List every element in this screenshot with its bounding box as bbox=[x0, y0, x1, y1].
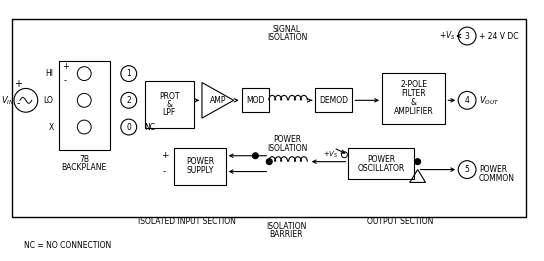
Text: BACKPLANE: BACKPLANE bbox=[61, 163, 107, 172]
Text: DEMOD: DEMOD bbox=[319, 96, 348, 105]
Bar bbox=[348, 148, 413, 180]
Text: -: - bbox=[64, 76, 67, 85]
Circle shape bbox=[266, 159, 272, 165]
Circle shape bbox=[121, 119, 137, 135]
Text: $V_{OUT}$: $V_{OUT}$ bbox=[479, 94, 499, 106]
Text: POWER: POWER bbox=[186, 157, 214, 166]
Text: SUPPLY: SUPPLY bbox=[186, 166, 214, 175]
Circle shape bbox=[252, 153, 258, 159]
Bar bbox=[174, 148, 226, 185]
Text: + 24 V DC: + 24 V DC bbox=[479, 32, 518, 40]
Text: NC = NO CONNECTION: NC = NO CONNECTION bbox=[24, 241, 111, 250]
Bar bbox=[382, 73, 446, 124]
Text: OUTPUT SECTION: OUTPUT SECTION bbox=[367, 217, 433, 226]
Text: &: & bbox=[166, 100, 172, 109]
Text: BARRIER: BARRIER bbox=[269, 230, 303, 239]
Text: +: + bbox=[160, 151, 168, 160]
Text: +: + bbox=[62, 62, 69, 71]
Text: SIGNAL: SIGNAL bbox=[273, 25, 301, 34]
Circle shape bbox=[14, 88, 38, 112]
Text: POWER: POWER bbox=[479, 165, 507, 174]
Bar bbox=[145, 81, 194, 128]
Bar bbox=[59, 61, 110, 150]
Bar bbox=[12, 19, 527, 217]
Text: +: + bbox=[14, 80, 22, 90]
Text: 0: 0 bbox=[126, 122, 131, 132]
Circle shape bbox=[415, 159, 421, 165]
Text: 4: 4 bbox=[465, 96, 469, 105]
Text: -: - bbox=[16, 98, 20, 108]
Text: HI: HI bbox=[46, 69, 53, 78]
Text: ISOLATION: ISOLATION bbox=[267, 33, 307, 43]
Text: $V_{IN}$: $V_{IN}$ bbox=[1, 94, 15, 106]
Text: PROT: PROT bbox=[159, 92, 180, 101]
Circle shape bbox=[77, 67, 91, 81]
Text: -: - bbox=[163, 167, 166, 176]
Text: +$V_S$: +$V_S$ bbox=[323, 150, 338, 160]
Bar bbox=[315, 88, 353, 112]
Text: 3: 3 bbox=[465, 32, 469, 40]
Text: 1: 1 bbox=[126, 69, 131, 78]
Text: AMP: AMP bbox=[209, 96, 226, 105]
Text: MOD: MOD bbox=[246, 96, 264, 105]
Bar bbox=[242, 88, 269, 112]
Circle shape bbox=[342, 152, 348, 158]
Text: POWER: POWER bbox=[273, 135, 301, 144]
Circle shape bbox=[458, 91, 476, 109]
Circle shape bbox=[458, 161, 476, 179]
Text: X: X bbox=[48, 122, 53, 132]
Text: NC: NC bbox=[145, 122, 156, 132]
Text: LO: LO bbox=[44, 96, 53, 105]
Text: +$V_S$: +$V_S$ bbox=[440, 30, 456, 42]
Text: 2: 2 bbox=[126, 96, 131, 105]
Text: 7B: 7B bbox=[79, 155, 89, 164]
Circle shape bbox=[77, 93, 91, 107]
Text: POWER: POWER bbox=[367, 155, 395, 164]
Circle shape bbox=[458, 27, 476, 45]
Text: ISOLATED INPUT SECTION: ISOLATED INPUT SECTION bbox=[138, 217, 236, 226]
Text: LPF: LPF bbox=[163, 108, 176, 117]
Text: OSCILLATOR: OSCILLATOR bbox=[357, 164, 405, 173]
Circle shape bbox=[77, 120, 91, 134]
Circle shape bbox=[121, 66, 137, 81]
Text: 5: 5 bbox=[465, 165, 469, 174]
Text: ISOLATION: ISOLATION bbox=[266, 222, 306, 232]
Text: FILTER: FILTER bbox=[401, 89, 426, 98]
Text: &: & bbox=[411, 98, 417, 107]
Text: COMMON: COMMON bbox=[479, 174, 515, 183]
Text: AMPLIFIER: AMPLIFIER bbox=[394, 107, 434, 116]
Text: 2-POLE: 2-POLE bbox=[400, 80, 427, 89]
Circle shape bbox=[121, 92, 137, 108]
Text: ISOLATION: ISOLATION bbox=[267, 144, 307, 153]
